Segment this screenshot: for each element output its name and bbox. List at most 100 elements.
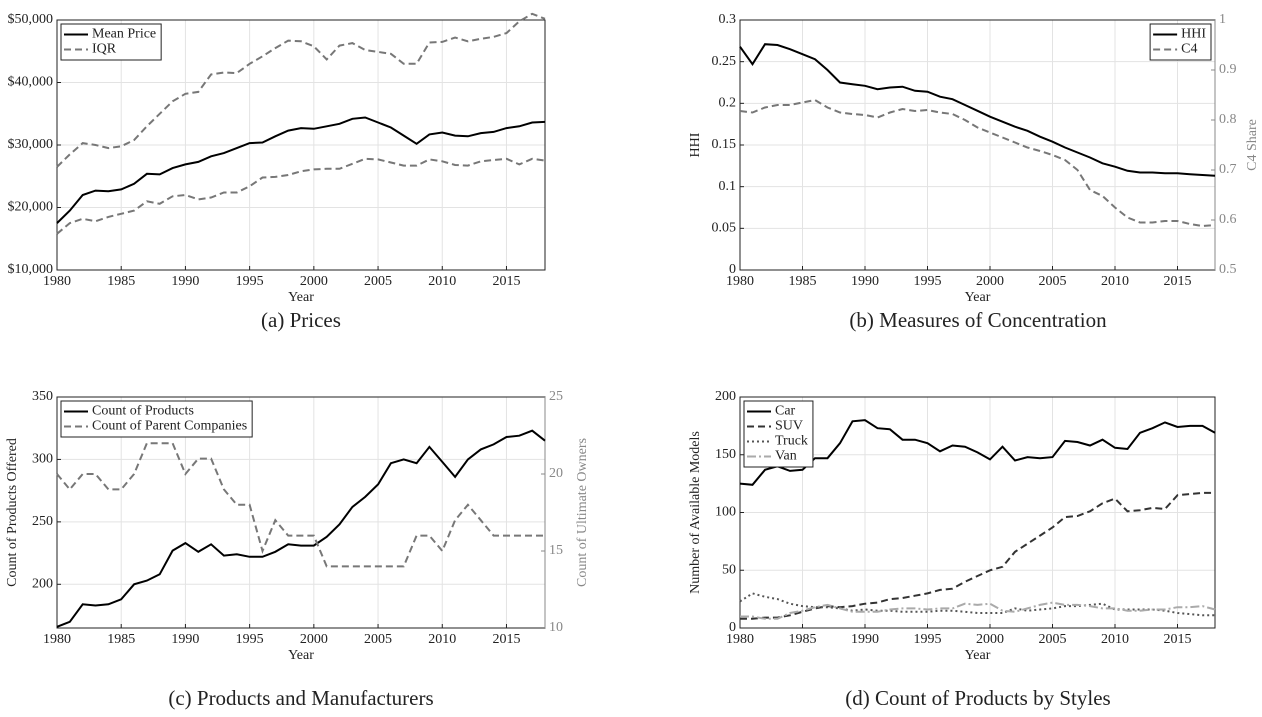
series-line — [739, 419, 1216, 486]
y2-tick-label: 15 — [549, 543, 563, 558]
y2-tick-label: 0.8 — [1219, 112, 1237, 127]
x-tick-label: 1980 — [43, 632, 71, 647]
axes-box — [56, 19, 546, 271]
x-tick-label: 1980 — [726, 632, 754, 647]
y-axis-label: HHI — [688, 132, 703, 157]
series-line — [739, 98, 1216, 228]
x-axis-label: Year — [288, 290, 314, 305]
series-line — [56, 157, 546, 235]
legend-label: IQR — [92, 42, 117, 57]
x-tick-label: 2005 — [364, 274, 392, 289]
x-tick-label: 2000 — [976, 632, 1004, 647]
legend-label: Count of Products — [92, 404, 194, 419]
y2-tick-label: 0.5 — [1219, 262, 1237, 277]
legend-box — [60, 23, 162, 61]
series-line — [740, 601, 1216, 620]
series-line — [739, 43, 1216, 177]
x-axis-label: Year — [965, 648, 991, 663]
y2-tick-label: 1 — [1219, 12, 1226, 27]
x-tick-label: 2005 — [1039, 274, 1067, 289]
y-tick-label: $30,000 — [8, 137, 54, 152]
x-axis-label: Year — [965, 290, 991, 305]
axes-box — [739, 396, 1216, 629]
y-tick-label: 300 — [32, 452, 53, 467]
series-line — [56, 429, 546, 628]
caption: (c) Products and Manufacturers — [168, 686, 433, 710]
y-tick-label: 50 — [722, 562, 736, 577]
legend-label: Van — [775, 449, 797, 464]
y-tick-label: 0.05 — [712, 221, 737, 236]
legend-label: Count of Parent Companies — [92, 419, 247, 434]
series-line — [56, 442, 545, 568]
y-tick-label: 200 — [32, 577, 53, 592]
legend-box — [1149, 23, 1212, 61]
x-tick-label: 1990 — [851, 274, 879, 289]
y-tick-label: 350 — [32, 389, 53, 404]
y2-tick-label: 0.6 — [1219, 212, 1237, 227]
series-line — [740, 491, 1215, 620]
x-tick-label: 1985 — [789, 274, 817, 289]
y-tick-label: $20,000 — [8, 200, 54, 215]
x-tick-label: 2015 — [1164, 632, 1192, 647]
x-tick-label: 2005 — [1039, 632, 1067, 647]
y-tick-label: 0.1 — [719, 179, 737, 194]
y-tick-label: $50,000 — [8, 12, 54, 27]
y-tick-label: 0 — [729, 620, 736, 635]
legend-label: Car — [775, 404, 796, 419]
x-tick-label: 2010 — [1101, 632, 1129, 647]
x-tick-label: 1980 — [726, 274, 754, 289]
caption: (a) Prices — [261, 308, 341, 332]
legend-label: HHI — [1181, 27, 1206, 42]
x-tick-label: 2010 — [428, 632, 456, 647]
x-tick-label: 1990 — [171, 274, 199, 289]
caption: (b) Measures of Concentration — [849, 308, 1107, 332]
y-tick-label: $10,000 — [8, 262, 54, 277]
series-line — [56, 12, 546, 168]
x-tick-label: 1995 — [914, 274, 942, 289]
caption: (d) Count of Products by Styles — [845, 686, 1110, 710]
y-tick-label: 0.15 — [712, 137, 737, 152]
x-tick-label: 1990 — [851, 632, 879, 647]
legend-label: SUV — [775, 419, 803, 434]
y-axis-label: Count of Products Offered — [5, 438, 20, 587]
x-tick-label: 2015 — [1164, 274, 1192, 289]
y2-tick-label: 10 — [549, 620, 563, 635]
series-line — [56, 116, 546, 224]
y-tick-label: 250 — [32, 514, 53, 529]
y-tick-label: $40,000 — [8, 75, 54, 90]
y2-axis-label: C4 Share — [1245, 119, 1260, 171]
x-axis-label: Year — [288, 648, 314, 663]
x-tick-label: 1990 — [171, 632, 199, 647]
x-tick-label: 2000 — [300, 274, 328, 289]
y2-tick-label: 20 — [549, 466, 563, 481]
x-tick-label: 2015 — [492, 632, 520, 647]
y-tick-label: 200 — [715, 389, 736, 404]
x-tick-label: 1985 — [107, 632, 135, 647]
x-tick-label: 1995 — [236, 632, 264, 647]
y-tick-label: 0.25 — [712, 54, 737, 69]
y-tick-label: 150 — [715, 447, 736, 462]
y2-tick-label: 0.9 — [1219, 62, 1237, 77]
y-tick-label: 0.3 — [719, 12, 737, 27]
legend-label: Mean Price — [92, 27, 156, 42]
y-axis-label: Number of Available Models — [688, 431, 703, 594]
y2-tick-label: 0.7 — [1219, 162, 1237, 177]
x-tick-label: 2000 — [300, 632, 328, 647]
legend-label: Truck — [775, 434, 808, 449]
y-tick-label: 0 — [729, 262, 736, 277]
x-tick-label: 2010 — [428, 274, 456, 289]
x-tick-label: 1995 — [914, 632, 942, 647]
y-tick-label: 0.2 — [719, 96, 737, 111]
x-tick-label: 2000 — [976, 274, 1004, 289]
y2-tick-label: 25 — [549, 389, 563, 404]
x-tick-label: 2015 — [492, 274, 520, 289]
x-tick-label: 1980 — [43, 274, 71, 289]
legend-label: C4 — [1181, 42, 1197, 57]
x-tick-label: 1985 — [789, 632, 817, 647]
x-tick-label: 1985 — [107, 274, 135, 289]
y2-axis-label: Count of Ultimate Owners — [575, 438, 590, 587]
